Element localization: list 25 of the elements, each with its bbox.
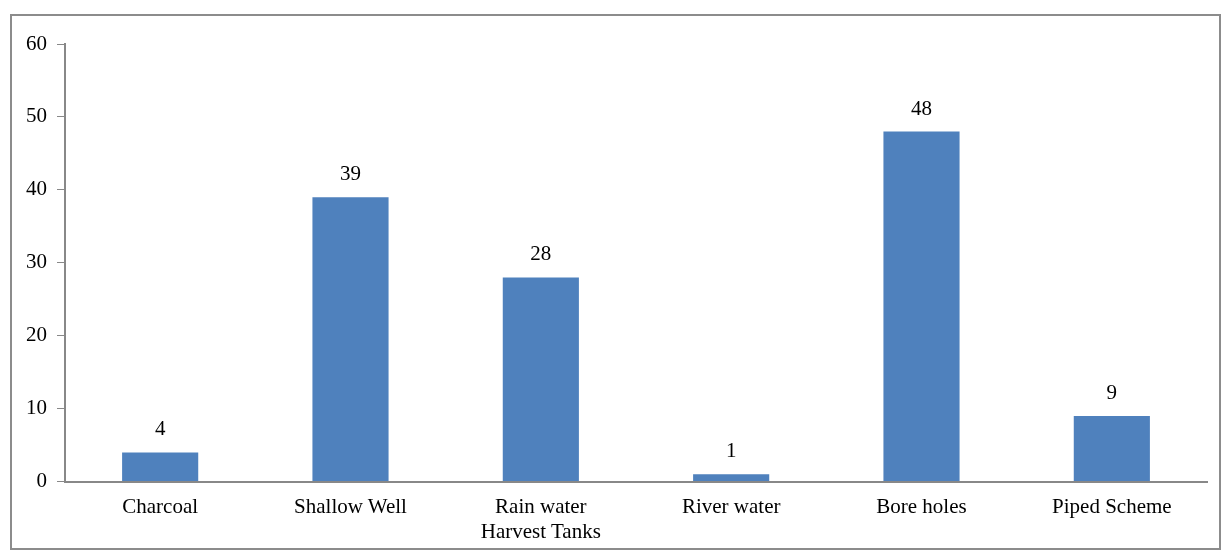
x-tick-label: Rain water Harvest Tanks — [480, 493, 601, 543]
data-label: 48 — [911, 95, 932, 120]
y-tick-label: 60 — [26, 30, 47, 55]
data-label: 1 — [725, 438, 737, 463]
x-tick-label: Piped Scheme — [1052, 493, 1172, 518]
bar — [312, 197, 389, 482]
y-tick-label: 20 — [26, 322, 47, 347]
data-label: 9 — [1106, 379, 1118, 404]
x-tick-label: Shallow Well — [294, 493, 408, 518]
x-tick-label: Bore holes — [876, 493, 967, 518]
x-tick-label: Charcoal — [122, 493, 199, 518]
x-tick-label: River water — [681, 493, 781, 518]
y-tick-label: 30 — [26, 249, 47, 274]
data-label: 39 — [340, 161, 361, 186]
y-tick-label: 10 — [26, 395, 47, 420]
y-tick-label: 0 — [36, 468, 47, 493]
bar — [883, 131, 960, 482]
data-label: 4 — [154, 416, 166, 441]
bar — [502, 277, 579, 482]
y-tick-label: 50 — [26, 103, 47, 128]
bar — [122, 452, 199, 482]
bar — [1073, 415, 1150, 482]
bar — [693, 474, 770, 482]
data-label: 28 — [530, 241, 552, 266]
y-tick-label: 40 — [26, 176, 47, 201]
